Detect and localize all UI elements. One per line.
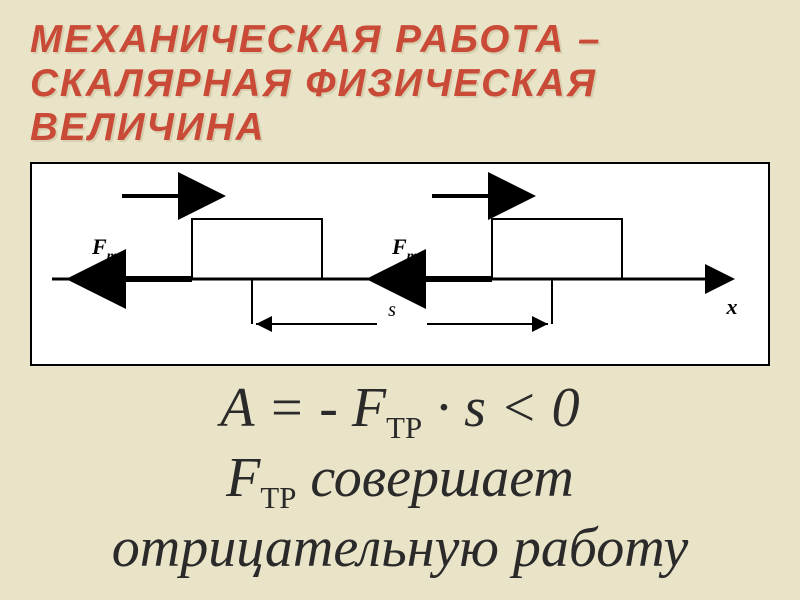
x-label: x: [726, 294, 738, 319]
f-label-1: Fтр: [91, 234, 125, 264]
formula-prefix: A = - F: [220, 377, 386, 439]
title-block: МЕХАНИЧЕСКАЯ РАБОТА – СКАЛЯРНАЯ ФИЗИЧЕСК…: [0, 0, 800, 156]
block-1: [192, 219, 322, 279]
formula-block: A = - FТР · s < 0 FТР совершает отрицате…: [0, 376, 800, 580]
formula-sub: ТР: [386, 411, 422, 445]
formula-line: A = - FТР · s < 0: [30, 376, 770, 446]
diagram-svg: Fтр Fтр s x: [32, 164, 768, 364]
title-line-1: МЕХАНИЧЕСКАЯ РАБОТА –: [30, 18, 770, 62]
diagram-frame: Fтр Fтр s x: [30, 162, 770, 366]
formula-suffix: · s < 0: [422, 377, 580, 439]
statement-post: совершает: [296, 447, 573, 509]
statement-line-2: отрицательную работу: [30, 516, 770, 580]
statement-pre: F: [226, 447, 260, 509]
block-2: [492, 219, 622, 279]
statement-line-1: FТР совершает: [30, 446, 770, 516]
s-label: s: [388, 299, 396, 321]
physics-slide: МЕХАНИЧЕСКАЯ РАБОТА – СКАЛЯРНАЯ ФИЗИЧЕСК…: [0, 0, 800, 600]
title-line-2: СКАЛЯРНАЯ ФИЗИЧЕСКАЯ ВЕЛИЧИНА: [30, 62, 770, 150]
f-label-2: Fтр: [391, 234, 425, 264]
statement-sub: ТР: [260, 481, 296, 515]
